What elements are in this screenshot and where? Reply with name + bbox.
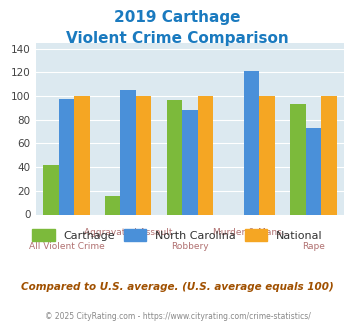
Text: All Violent Crime: All Violent Crime [28, 242, 104, 251]
Text: Rape: Rape [302, 242, 325, 251]
Text: 2019 Carthage: 2019 Carthage [114, 10, 241, 25]
Text: Murder & Mans...: Murder & Mans... [213, 228, 290, 237]
Text: Violent Crime Comparison: Violent Crime Comparison [66, 31, 289, 46]
Bar [321, 96, 337, 214]
Text: Robbery: Robbery [171, 242, 209, 251]
Bar [306, 128, 321, 214]
Bar [105, 196, 120, 214]
Bar [182, 110, 198, 214]
Bar [260, 96, 275, 214]
Bar [59, 99, 74, 214]
Bar [43, 165, 59, 214]
Legend: Carthage, North Carolina, National: Carthage, North Carolina, National [28, 225, 327, 245]
Bar [198, 96, 213, 214]
Text: Compared to U.S. average. (U.S. average equals 100): Compared to U.S. average. (U.S. average … [21, 282, 334, 292]
Bar [136, 96, 151, 214]
Text: © 2025 CityRating.com - https://www.cityrating.com/crime-statistics/: © 2025 CityRating.com - https://www.city… [45, 312, 310, 321]
Bar [74, 96, 89, 214]
Text: Aggravated Assault: Aggravated Assault [84, 228, 173, 237]
Bar [290, 104, 306, 214]
Bar [244, 71, 260, 215]
Bar [167, 100, 182, 214]
Bar [120, 90, 136, 214]
